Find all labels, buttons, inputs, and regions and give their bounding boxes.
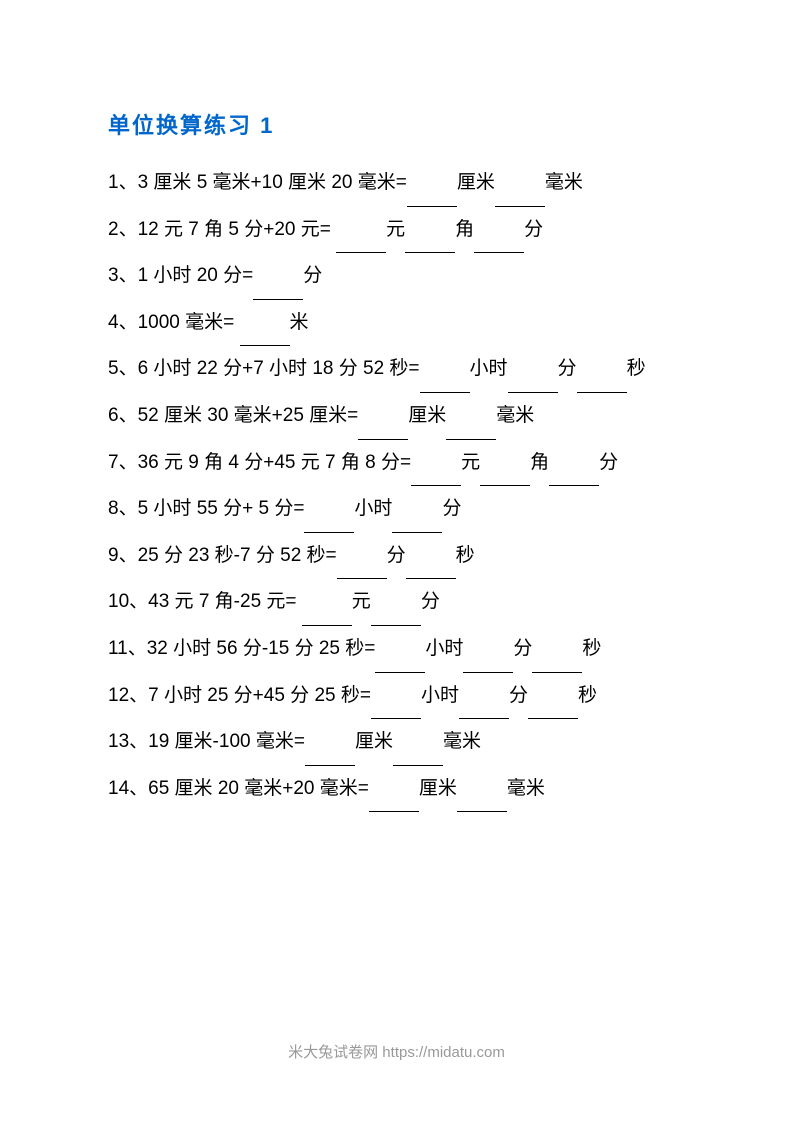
answer-blank[interactable] bbox=[371, 579, 421, 626]
answer-blank[interactable] bbox=[406, 533, 456, 580]
page-container: 单位换算练习 1 1、3 厘米 5 毫米+10 厘米 20 毫米= 厘米 毫米2… bbox=[0, 0, 793, 812]
answer-blank[interactable] bbox=[446, 393, 496, 440]
worksheet-title: 单位换算练习 1 bbox=[108, 108, 685, 140]
answer-blank[interactable] bbox=[508, 346, 558, 393]
answer-blank[interactable] bbox=[495, 160, 545, 207]
answer-blank[interactable] bbox=[457, 766, 507, 813]
answer-blank[interactable] bbox=[371, 673, 421, 720]
question-item: 8、5 小时 55 分+ 5 分= 小时 分 bbox=[108, 486, 685, 533]
answer-blank[interactable] bbox=[393, 719, 443, 766]
answer-blank[interactable] bbox=[392, 486, 442, 533]
answer-blank[interactable] bbox=[337, 533, 387, 580]
question-item: 12、7 小时 25 分+45 分 25 秒= 小时 分 秒 bbox=[108, 673, 685, 720]
question-item: 13、19 厘米-100 毫米= 厘米 毫米 bbox=[108, 719, 685, 766]
question-item: 2、12 元 7 角 5 分+20 元= 元 角 分 bbox=[108, 207, 685, 254]
question-list: 1、3 厘米 5 毫米+10 厘米 20 毫米= 厘米 毫米2、12 元 7 角… bbox=[108, 160, 685, 812]
answer-blank[interactable] bbox=[240, 300, 290, 347]
answer-blank[interactable] bbox=[463, 626, 513, 673]
answer-blank[interactable] bbox=[336, 207, 386, 254]
question-item: 14、65 厘米 20 毫米+20 毫米= 厘米 毫米 bbox=[108, 766, 685, 813]
answer-blank[interactable] bbox=[253, 253, 303, 300]
answer-blank[interactable] bbox=[369, 766, 419, 813]
answer-blank[interactable] bbox=[480, 440, 530, 487]
answer-blank[interactable] bbox=[375, 626, 425, 673]
answer-blank[interactable] bbox=[577, 346, 627, 393]
question-item: 1、3 厘米 5 毫米+10 厘米 20 毫米= 厘米 毫米 bbox=[108, 160, 685, 207]
question-item: 5、6 小时 22 分+7 小时 18 分 52 秒= 小时 分 秒 bbox=[108, 346, 685, 393]
answer-blank[interactable] bbox=[407, 160, 457, 207]
question-item: 4、1000 毫米= 米 bbox=[108, 300, 685, 347]
answer-blank[interactable] bbox=[474, 207, 524, 254]
question-item: 7、36 元 9 角 4 分+45 元 7 角 8 分= 元 角 分 bbox=[108, 440, 685, 487]
answer-blank[interactable] bbox=[305, 719, 355, 766]
answer-blank[interactable] bbox=[420, 346, 470, 393]
answer-blank[interactable] bbox=[405, 207, 455, 254]
question-item: 10、43 元 7 角-25 元= 元 分 bbox=[108, 579, 685, 626]
answer-blank[interactable] bbox=[532, 626, 582, 673]
answer-blank[interactable] bbox=[549, 440, 599, 487]
question-item: 6、52 厘米 30 毫米+25 厘米= 厘米 毫米 bbox=[108, 393, 685, 440]
question-item: 9、25 分 23 秒-7 分 52 秒= 分 秒 bbox=[108, 533, 685, 580]
answer-blank[interactable] bbox=[302, 579, 352, 626]
answer-blank[interactable] bbox=[528, 673, 578, 720]
footer-text: 米大兔试卷网 https://midatu.com bbox=[0, 1041, 793, 1062]
question-item: 3、1 小时 20 分= 分 bbox=[108, 253, 685, 300]
answer-blank[interactable] bbox=[459, 673, 509, 720]
answer-blank[interactable] bbox=[304, 486, 354, 533]
answer-blank[interactable] bbox=[358, 393, 408, 440]
answer-blank[interactable] bbox=[411, 440, 461, 487]
question-item: 11、32 小时 56 分-15 分 25 秒= 小时 分 秒 bbox=[108, 626, 685, 673]
